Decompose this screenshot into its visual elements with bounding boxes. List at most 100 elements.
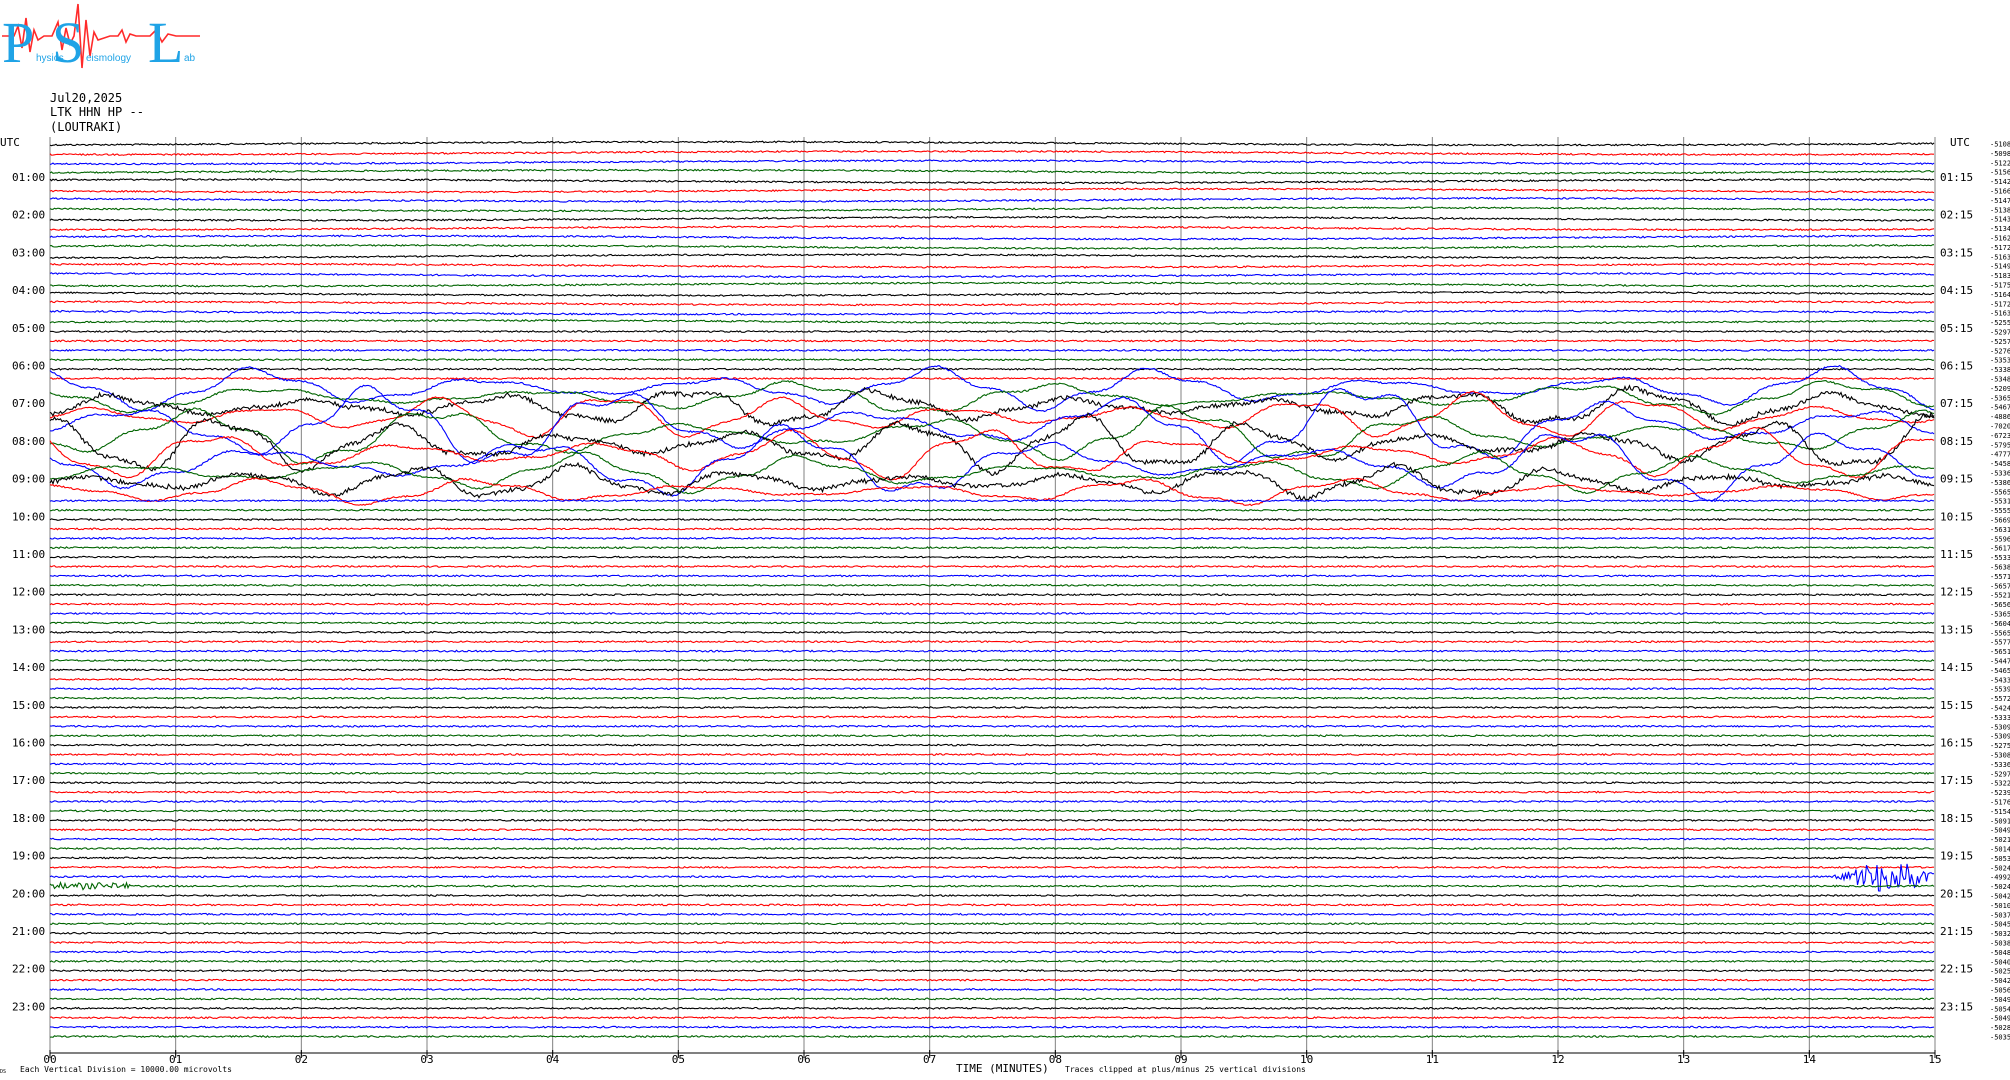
logo-word-eismology: eismology — [86, 53, 131, 64]
hour-label-right: 01:15 — [1940, 171, 1973, 184]
hour-label-left: 12:00 — [12, 586, 45, 599]
trace-line — [49, 329, 1935, 334]
trace-line — [49, 404, 1935, 465]
x-tick-label: 03 — [420, 1053, 433, 1066]
trace-line — [49, 677, 1935, 681]
offset-label: -5175 — [1990, 282, 2010, 290]
offset-label: -5042 — [1990, 977, 2010, 985]
logo-word-hysics: hysics — [36, 53, 64, 64]
trace-line — [49, 358, 1935, 362]
trace-line — [49, 206, 1935, 213]
trace-line — [49, 159, 1935, 166]
trace-line — [49, 348, 1935, 352]
trace-line — [49, 912, 1935, 916]
offset-label: -5142 — [1990, 178, 2010, 186]
hour-label-right: 21:15 — [1940, 925, 1973, 938]
offset-label: -5795 — [1990, 441, 2010, 449]
offset-label: -5147 — [1990, 197, 2010, 205]
offset-label: -5669 — [1990, 517, 2010, 525]
offset-label: -5336 — [1990, 761, 2010, 769]
trace-line — [49, 196, 1935, 204]
trace-line — [49, 319, 1935, 326]
hour-label-right: 19:15 — [1940, 850, 1973, 863]
trace-line — [50, 771, 1934, 775]
hour-label-right: 10:15 — [1940, 510, 1973, 523]
offset-label: -7020 — [1990, 423, 2010, 431]
trace-line — [49, 705, 1935, 710]
trace-line — [49, 177, 1935, 185]
x-tick-label: 02 — [295, 1053, 308, 1066]
offset-label: -5048 — [1990, 949, 2010, 957]
hour-label-left: 08:00 — [12, 435, 45, 448]
trace-line — [49, 272, 1935, 279]
offset-label: -5054 — [1990, 1005, 2010, 1013]
hour-label-right: 08:15 — [1940, 435, 1973, 448]
offset-label: -5338 — [1990, 366, 2010, 374]
offset-label: -5166 — [1990, 188, 2010, 196]
trace-lines — [49, 140, 1935, 1039]
hour-label-left: 19:00 — [12, 850, 45, 863]
offset-label: -5038 — [1990, 940, 2010, 948]
offset-label: -5322 — [1990, 780, 2010, 788]
trace-line — [49, 818, 1935, 822]
trace-line — [49, 762, 1934, 766]
trace-line — [49, 828, 1935, 832]
hour-label-right: 11:15 — [1940, 548, 1973, 561]
hour-label-right: 04:15 — [1940, 284, 1973, 297]
offset-label: -5028 — [1990, 1024, 2010, 1032]
offset-label: -4886 — [1990, 413, 2010, 421]
offset-label: -5604 — [1990, 620, 2010, 628]
offset-label: -5162 — [1990, 235, 2010, 243]
trace-line — [50, 593, 1935, 597]
trace-line — [49, 574, 1935, 578]
offset-label: -5458 — [1990, 460, 2010, 468]
trace-line — [49, 696, 1935, 700]
trace-line — [49, 423, 1935, 502]
offset-label: -5108 — [1990, 141, 2010, 149]
offset-label: -5149 — [1990, 263, 2010, 271]
offset-label: -5467 — [1990, 404, 2010, 412]
trace-line — [49, 1034, 1935, 1039]
offset-label: -5555 — [1990, 507, 2010, 515]
offset-label: -5577 — [1990, 639, 2010, 647]
hour-label-right: 14:15 — [1940, 661, 1973, 674]
trace-line — [49, 621, 1935, 625]
trace-line — [49, 426, 1935, 481]
offset-label: -5617 — [1990, 545, 2010, 553]
trace-line — [49, 611, 1935, 616]
trace-line — [49, 630, 1935, 634]
logo-seismogram-icon — [2, 3, 200, 69]
offset-label: -5309 — [1990, 723, 2010, 731]
trace-line — [49, 903, 1935, 907]
offset-label: -5209 — [1990, 385, 2010, 393]
offset-label: -5021 — [1990, 836, 2010, 844]
header-date: Jul20,2025 — [50, 91, 123, 105]
trace-line — [49, 234, 1935, 241]
trace-line — [49, 411, 1935, 477]
offset-label: -5172 — [1990, 244, 2010, 252]
trace-line — [49, 290, 1934, 297]
trace-line — [49, 477, 1935, 507]
hour-label-left: 13:00 — [12, 623, 45, 636]
footer-clip-note: Traces clipped at plus/minus 25 vertical… — [1065, 1065, 1306, 1074]
trace-line — [49, 1016, 1935, 1020]
offset-label: -5164 — [1990, 291, 2010, 299]
x-tick-label: 07 — [923, 1053, 936, 1066]
hour-label-right: 02:15 — [1940, 209, 1973, 222]
offset-label: -5365 — [1990, 611, 2010, 619]
trace-line — [49, 187, 1935, 194]
trace-line — [49, 931, 1935, 935]
offset-label: -5297 — [1990, 329, 2010, 337]
offset-label: -5154 — [1990, 808, 2010, 816]
trace-line — [49, 555, 1935, 559]
offset-label: -5539 — [1990, 686, 2010, 694]
x-axis-label: TIME (MINUTES) — [956, 1062, 1049, 1075]
hour-label-right: 06:15 — [1940, 360, 1973, 373]
trace-line — [49, 1006, 1935, 1010]
trace-line — [49, 880, 1935, 891]
offset-label: -5138 — [1990, 206, 2010, 214]
offset-label: -5040 — [1990, 958, 2010, 966]
offset-label: -5651 — [1990, 648, 2010, 656]
trace-line — [49, 959, 1935, 963]
